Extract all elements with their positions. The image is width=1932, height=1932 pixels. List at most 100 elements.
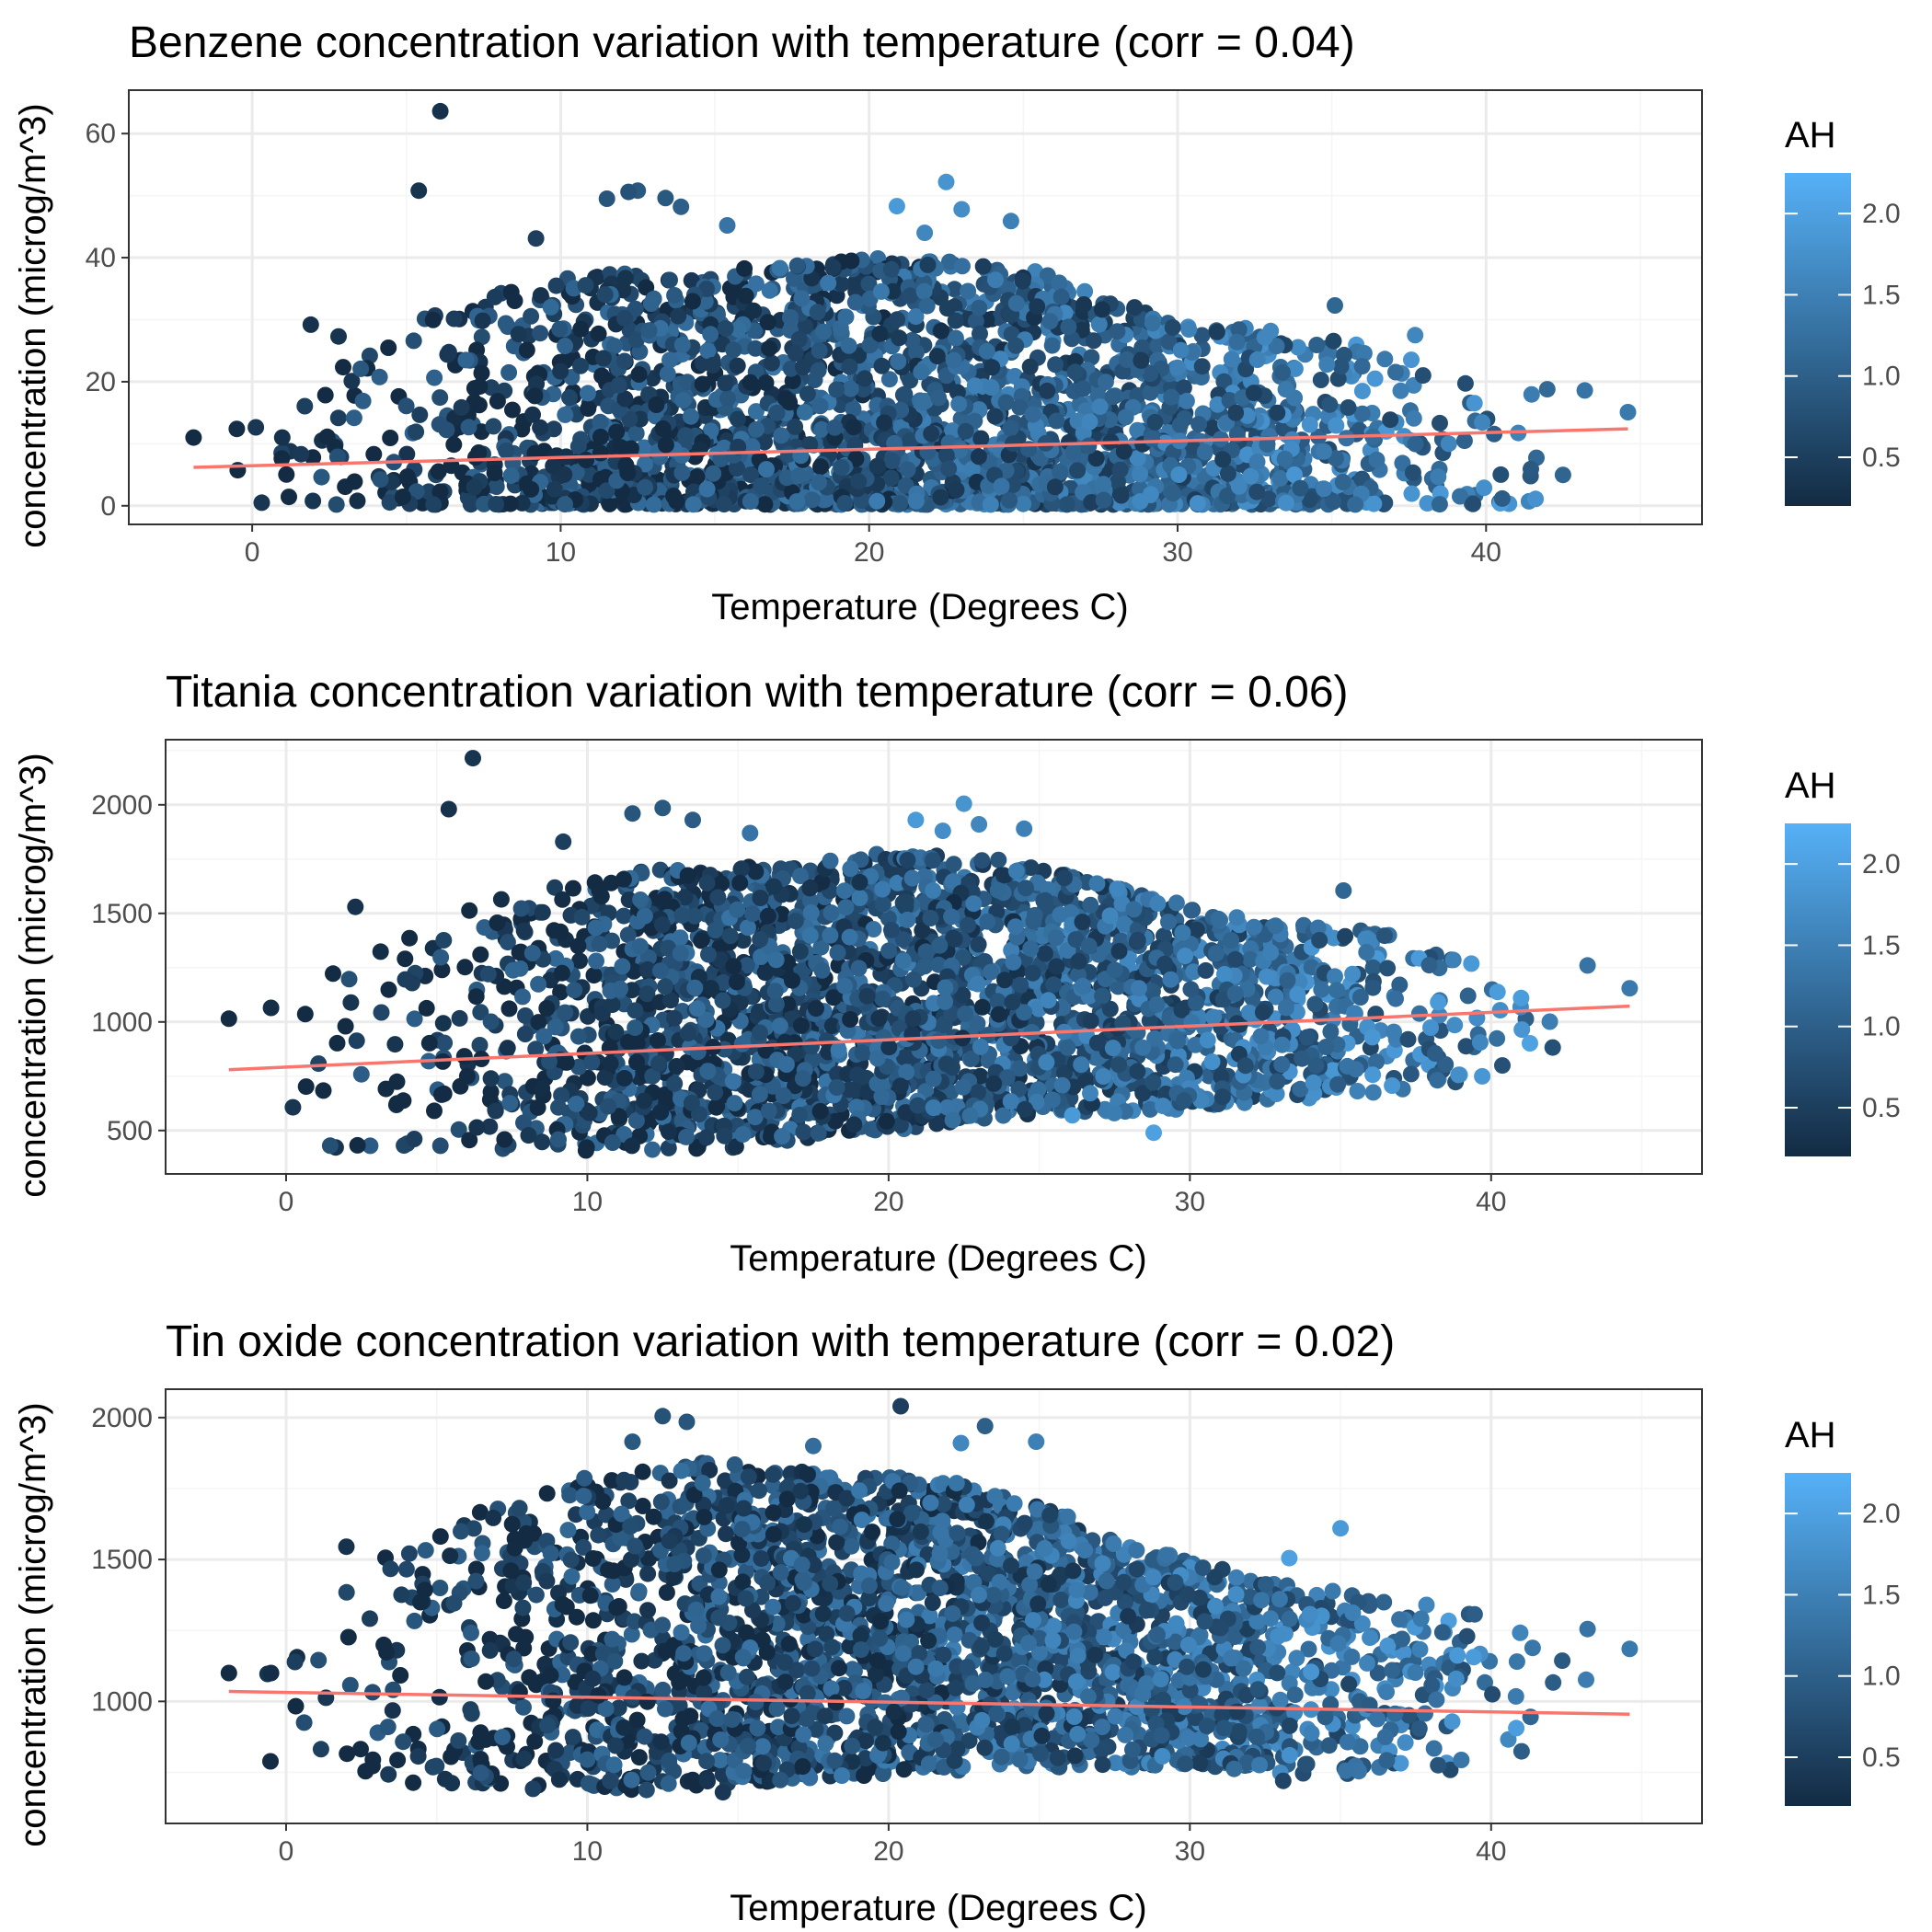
scatter-point (1327, 297, 1343, 314)
color-legend: 0.51.01.52.0 (1785, 173, 1901, 506)
scatter-point (1278, 381, 1294, 397)
scatter-point (889, 311, 905, 328)
scatter-point (1326, 333, 1342, 350)
scatter-point (408, 423, 424, 440)
scatter-point (1316, 443, 1332, 460)
scatter-point (1400, 1031, 1417, 1048)
scatter-point (1051, 274, 1067, 291)
scatter-point (1082, 1085, 1098, 1101)
scatter-point (1197, 443, 1213, 460)
scatter-point (316, 1082, 332, 1098)
scatter-point (1299, 1029, 1316, 1046)
scatter-point (781, 394, 798, 410)
scatter-point (1015, 273, 1031, 290)
scatter-point (1132, 466, 1148, 482)
scatter-point (551, 321, 568, 338)
scatter-point (883, 261, 900, 278)
scatter-point (1183, 903, 1200, 919)
scatter-point (274, 430, 291, 446)
scatter-point (284, 1099, 301, 1116)
scatter-point (330, 409, 347, 426)
scatter-point (498, 316, 514, 332)
scatter-point (552, 924, 569, 940)
scatter-point (468, 1120, 485, 1136)
scatter-point (884, 453, 901, 469)
scatter-point (972, 431, 989, 447)
scatter-point (505, 962, 522, 979)
scatter-point (919, 298, 936, 315)
scatter-point (365, 446, 382, 463)
scatter-point (715, 993, 731, 1009)
scatter-point (616, 310, 633, 327)
scatter-point (987, 271, 1004, 288)
scatter-point (483, 1070, 500, 1087)
scatter-point (735, 1126, 752, 1143)
scatter-point (646, 496, 662, 512)
scatter-point (613, 439, 629, 455)
scatter-point (958, 423, 974, 440)
legend-title: AH (1785, 115, 1836, 155)
scatter-point (1321, 397, 1338, 413)
scatter-point (673, 199, 689, 215)
scatter-point (606, 338, 623, 354)
scatter-point (742, 493, 759, 510)
scatter-point (389, 1095, 406, 1111)
scatter-point (335, 359, 351, 375)
scatter-point (431, 389, 448, 406)
scatter-point (386, 1036, 403, 1052)
scatter-point (803, 1038, 820, 1054)
scatter-point (756, 496, 773, 512)
scatter-point (661, 351, 678, 368)
scatter-point (523, 481, 539, 498)
scatter-point (628, 425, 645, 442)
scatter-point (908, 493, 925, 510)
scatter-point (489, 914, 506, 931)
scatter-point (406, 1131, 422, 1147)
scatter-point (1098, 374, 1114, 390)
scatter-point (898, 893, 914, 910)
scatter-point (297, 1006, 314, 1022)
scatter-point (488, 496, 504, 512)
scatter-point (355, 393, 372, 409)
scatter-point (718, 320, 734, 337)
scatter-point (983, 359, 1000, 375)
scatter-point (278, 466, 294, 483)
scatter-point (1067, 363, 1084, 380)
scatter-point (975, 259, 992, 275)
x-axis-label: Temperature (Degrees C) (711, 587, 1129, 627)
scatter-point (815, 324, 832, 340)
scatter-point (699, 481, 716, 498)
scatter-point (939, 300, 956, 316)
scatter-point (535, 904, 551, 921)
scatter-point (1118, 408, 1134, 425)
scatter-point (410, 182, 427, 199)
scatter-point (1523, 461, 1539, 477)
scatter-point (532, 325, 548, 341)
scatter-point (534, 1080, 550, 1097)
scatter-point (1445, 951, 1462, 968)
scatter-point (1091, 316, 1108, 333)
scatter-point (404, 975, 420, 992)
scatter-point (668, 1058, 684, 1075)
scatter-point (480, 966, 497, 983)
scatter-point (1364, 1066, 1381, 1083)
scatter-point (1317, 1039, 1334, 1055)
scatter-point (891, 329, 907, 346)
scatter-point (841, 359, 857, 375)
scatter-point (557, 496, 573, 512)
scatter-point (804, 491, 821, 508)
scatter-point (398, 397, 415, 414)
scatter-point (1354, 358, 1371, 374)
scatter-point (1465, 496, 1481, 512)
scatter-point (419, 1000, 435, 1017)
scatter-point (446, 311, 463, 328)
scatter-point (352, 361, 369, 377)
scatter-point (228, 420, 245, 437)
scatter-point (1044, 338, 1061, 354)
scatter-point (1173, 342, 1190, 359)
scatter-point (1209, 324, 1225, 340)
scatter-point (1347, 496, 1363, 512)
scatter-point (501, 1000, 518, 1017)
scatter-point (782, 309, 799, 326)
scatter-point (661, 1123, 677, 1140)
